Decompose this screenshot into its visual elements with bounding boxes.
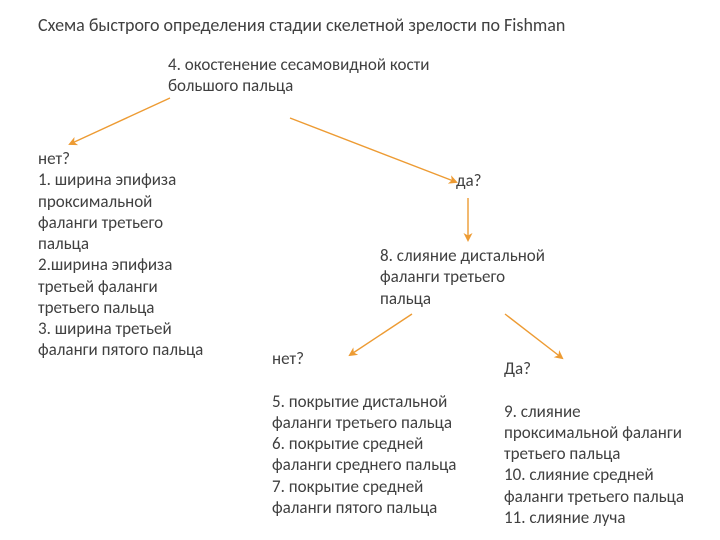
arrow-node8-to-yes2 xyxy=(505,314,562,358)
node-root: 4. окостенение сесамовидной кости большо… xyxy=(168,54,498,97)
diagram-title: Схема быстрого определения стадии скелет… xyxy=(38,14,698,37)
node-no-branch: нет? 1. ширина эпифиза проксимальной фал… xyxy=(38,148,233,361)
node-8: 8. слияние дистальной фаланги третьего п… xyxy=(380,245,600,309)
node-yes2-branch: Да? 9. слияние проксимальной фаланги тре… xyxy=(504,358,719,528)
node-yes-question: да? xyxy=(456,170,516,191)
arrow-root-to-left xyxy=(70,98,170,144)
arrow-root-to-right xyxy=(290,118,456,182)
node-no2-branch: нет? 5. покрытие дистальной фаланги трет… xyxy=(272,348,502,518)
